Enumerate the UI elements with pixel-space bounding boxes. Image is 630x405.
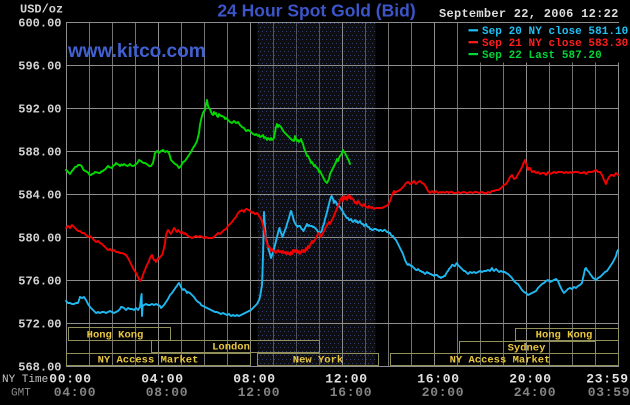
svg-text:www.kitco.com: www.kitco.com (67, 41, 206, 62)
svg-text:24 Hour Spot Gold (Bid): 24 Hour Spot Gold (Bid) (217, 1, 415, 21)
svg-text:NY Access Market: NY Access Market (450, 355, 551, 367)
svg-text:Sep 20 NY close 581.10: Sep 20 NY close 581.10 (482, 26, 628, 38)
svg-text:08:00: 08:00 (146, 385, 189, 400)
svg-text:20:00: 20:00 (509, 372, 552, 387)
svg-text:Sydney: Sydney (508, 343, 547, 355)
svg-text:576.00: 576.00 (18, 275, 61, 289)
svg-text:00:00: 00:00 (49, 372, 92, 387)
svg-text:03:59: 03:59 (588, 385, 630, 400)
svg-text:Sep 21 NY close 583.30: Sep 21 NY close 583.30 (482, 38, 628, 50)
svg-text:USD/oz: USD/oz (20, 3, 63, 17)
svg-text:580.00: 580.00 (18, 232, 61, 246)
svg-text:04:00: 04:00 (141, 372, 184, 387)
svg-text:London: London (212, 342, 250, 354)
svg-text:572.00: 572.00 (18, 318, 61, 332)
svg-text:592.00: 592.00 (18, 103, 61, 117)
svg-text:Hong Kong: Hong Kong (536, 330, 593, 342)
svg-text:588.00: 588.00 (18, 146, 61, 160)
svg-text:20:00: 20:00 (422, 385, 465, 400)
svg-text:24:00: 24:00 (514, 385, 557, 400)
svg-text:23:59: 23:59 (586, 372, 629, 387)
svg-text:16:00: 16:00 (417, 372, 460, 387)
svg-text:12:00: 12:00 (238, 385, 281, 400)
svg-text:12:00: 12:00 (325, 372, 368, 387)
svg-text:584.00: 584.00 (18, 189, 61, 203)
svg-text:NY Access Market: NY Access Market (98, 355, 199, 367)
svg-text:Hong Kong: Hong Kong (87, 330, 144, 342)
svg-text:New York: New York (293, 355, 343, 367)
svg-text:568.00: 568.00 (18, 361, 61, 375)
svg-text:NY Time: NY Time (2, 374, 48, 386)
svg-text:596.00: 596.00 (18, 60, 61, 74)
svg-text:16:00: 16:00 (330, 385, 373, 400)
svg-text:GMT: GMT (11, 388, 31, 400)
svg-text:600.00: 600.00 (18, 17, 61, 31)
svg-text:Sep 22 Last 587.20: Sep 22 Last 587.20 (482, 50, 602, 62)
svg-text:September 22, 2006 12:22: September 22, 2006 12:22 (439, 7, 619, 21)
svg-text:08:00: 08:00 (233, 372, 276, 387)
svg-text:04:00: 04:00 (54, 385, 97, 400)
